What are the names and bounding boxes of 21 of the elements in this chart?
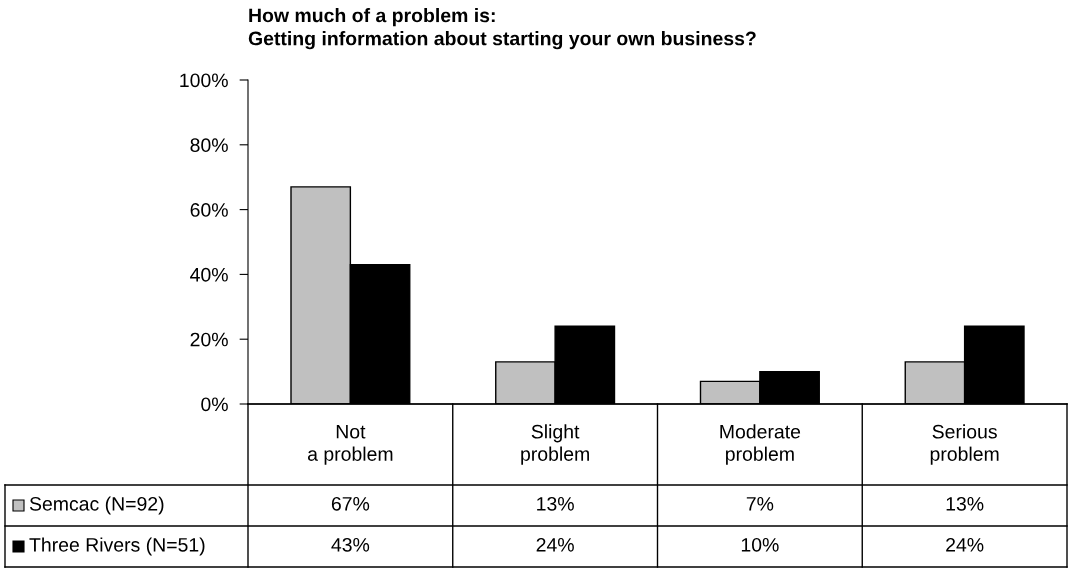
y-tick-label: 40% <box>190 267 228 282</box>
y-tick-label: 100% <box>180 73 228 88</box>
y-tick-label: 60% <box>190 203 228 217</box>
data-label: 24% <box>946 537 984 552</box>
y-tick-label: 80% <box>190 138 228 153</box>
x-tick-label: Not a problem <box>307 424 393 465</box>
x-tick-label: Moderate problem <box>720 424 801 465</box>
x-tick-label: Slight problem <box>521 424 589 465</box>
chart-title: How much of a problem is: Getting information about starting your own business? <box>248 8 756 50</box>
y-tick-label: 20% <box>190 332 228 347</box>
data-label: 13% <box>946 496 984 511</box>
data-label: 67% <box>331 496 370 511</box>
x-tick-label: Serious problem <box>930 424 999 465</box>
y-tick-label: 0% <box>201 397 228 412</box>
legend-label: Semcac (N=92) <box>29 496 164 515</box>
data-label: 13% <box>537 496 574 511</box>
data-label: 10% <box>741 537 779 552</box>
data-label: 7% <box>746 497 774 511</box>
legend-label: Three Rivers (N=51) <box>29 537 205 556</box>
data-label: 43% <box>331 537 370 552</box>
data-label: 24% <box>536 537 574 552</box>
